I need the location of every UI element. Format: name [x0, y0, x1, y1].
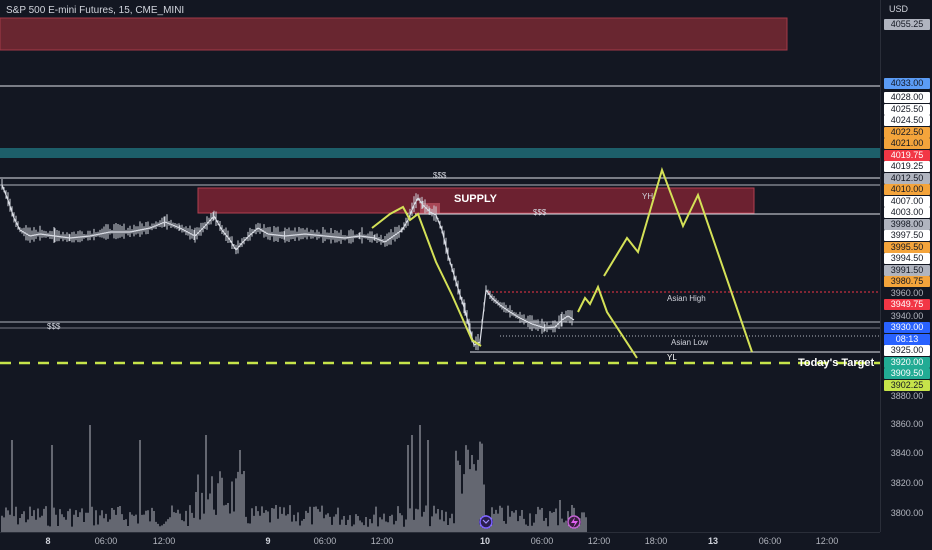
price-label: 3994.50: [884, 253, 930, 264]
yh-label: YH: [642, 192, 654, 201]
price-label: 4024.50: [884, 115, 930, 126]
asian-high-label: Asian High: [667, 294, 706, 303]
projection-drop: [577, 284, 638, 359]
zones-layer: [0, 17, 880, 214]
price-label: 3930.00: [884, 322, 930, 333]
price-label: 4021.00: [884, 138, 930, 149]
time-label: 9: [265, 536, 271, 546]
time-axis[interactable]: 8 06:00 12:00 9 06:00 12:00 10 06:00 12:00 18:00 1…: [0, 532, 880, 550]
price-label: 3998.00: [884, 218, 930, 230]
price-label: 3949.75: [884, 299, 930, 310]
price-label: 3902.25: [884, 379, 930, 391]
supply-zone-overlap: [420, 203, 440, 213]
levels-layer: [0, 85, 880, 365]
price-label: 4003.00: [884, 207, 930, 218]
time-label: 12:00: [152, 536, 176, 546]
price-label: 3840.00: [890, 448, 924, 458]
price-label: 4019.25: [884, 161, 930, 172]
currency-label: USD: [889, 4, 909, 14]
time-label: 06:00: [758, 536, 782, 546]
volume-layer: [1, 425, 587, 532]
time-label: 12:00: [370, 536, 394, 546]
time-label: 13: [707, 536, 719, 546]
price-label: 08:13: [884, 333, 930, 345]
price-label: 3909.50: [884, 368, 930, 379]
price-label: 4010.00: [884, 184, 930, 195]
price-layer: [1, 179, 575, 351]
time-label: 18:00: [644, 536, 668, 546]
time-label: 12:00: [587, 536, 611, 546]
price-label: 4028.00: [884, 92, 930, 103]
price-label: 3980.75: [884, 276, 930, 287]
price-label: 3995.50: [884, 241, 930, 253]
price-label: 3997.50: [884, 230, 930, 241]
todays-target-label: Today's Target: [798, 357, 875, 369]
yl-label: YL: [667, 353, 677, 362]
price-label: 3860.00: [890, 419, 924, 429]
price-label: 3820.00: [890, 478, 924, 488]
time-label: 8: [45, 536, 51, 546]
lightning-glyph: [571, 517, 578, 528]
time-label: 06:00: [530, 536, 554, 546]
price-label: 3960.00: [890, 287, 924, 298]
liquidity-top-label: $$$: [433, 171, 447, 180]
time-label: 06:00: [94, 536, 118, 546]
chart-canvas[interactable]: S&P 500 E-mini Futures, 15, CME_MINI SUP…: [0, 0, 880, 532]
icons-layer: [479, 515, 581, 529]
price-label: 3925.00: [884, 345, 930, 356]
demand-band-teal: [0, 148, 880, 158]
price-label: 4025.50: [884, 103, 930, 115]
projection-past: [371, 205, 482, 347]
time-label: 10: [479, 536, 491, 546]
projection-layer: [371, 166, 753, 359]
price-label: 4022.50: [884, 126, 930, 138]
chevron-down-icon: [482, 519, 490, 524]
projection-rally: [603, 166, 753, 353]
supply-label: SUPPLY: [454, 193, 498, 205]
chart-svg[interactable]: [0, 0, 880, 532]
time-label: 06:00: [313, 536, 337, 546]
price-label: 4055.25: [884, 19, 930, 30]
symbol-title[interactable]: S&P 500 E-mini Futures, 15, CME_MINI: [6, 5, 185, 16]
price-label: 3991.50: [884, 264, 930, 276]
liquidity-left-label: $$$: [47, 322, 61, 331]
supply-zone: [197, 187, 755, 214]
asian-low-label: Asian Low: [671, 338, 708, 347]
event-marker-icon: [479, 515, 493, 529]
price-label: 3800.00: [890, 508, 924, 518]
supply-zone-upper: [0, 17, 788, 51]
price-label: 4033.00: [884, 78, 930, 89]
price-label: 4012.50: [884, 172, 930, 184]
price-axis[interactable]: USD 4055.25 4033.00 4028.00 4025.50 4024.50 4…: [880, 0, 932, 532]
price-label: 3880.00: [890, 391, 924, 401]
price-label: 4007.00: [884, 195, 930, 207]
price-label: 3940.00: [890, 310, 924, 321]
time-label: 12:00: [815, 536, 839, 546]
liquidity-mid-label: $$$: [533, 208, 547, 217]
price-label: 3920.00: [884, 356, 930, 368]
price-label: 4019.75: [884, 149, 930, 161]
